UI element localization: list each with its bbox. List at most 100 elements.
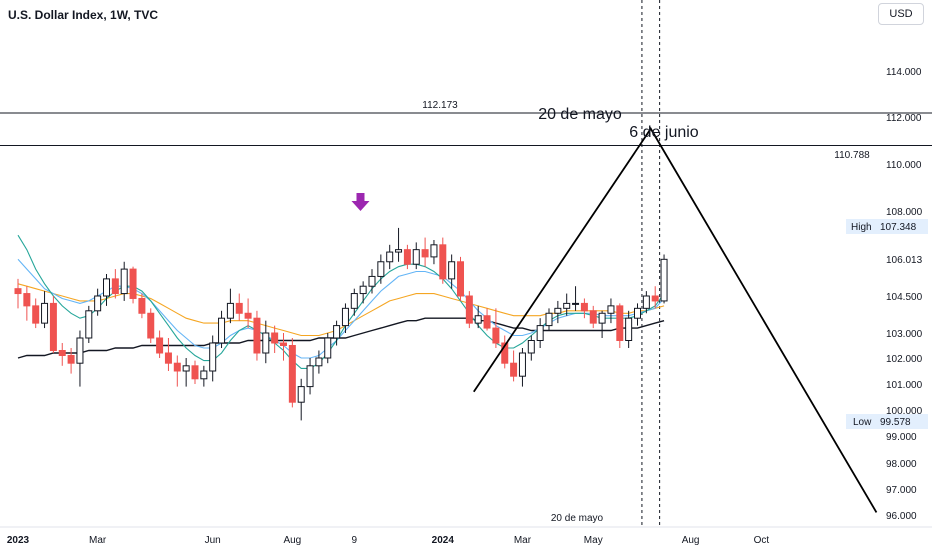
candle [271, 325, 279, 353]
time-axis[interactable]: 2023 Mar Jun Aug 9 2024 Mar May Aug Oct [7, 535, 770, 546]
time-tick-label: 9 [352, 535, 358, 546]
candle-body [297, 386, 305, 403]
candle [280, 333, 287, 361]
price-tick-label: 110.000 [886, 160, 922, 171]
candle [333, 320, 341, 346]
candle-body [386, 251, 394, 263]
candle [41, 291, 49, 329]
candle [244, 298, 252, 329]
candle [350, 288, 358, 316]
candle [518, 348, 526, 387]
candle [660, 254, 668, 304]
candle [235, 293, 243, 321]
candle-body [518, 352, 526, 377]
candle [368, 269, 376, 294]
level-bottom-label: 110.788 [834, 150, 870, 161]
high-value: 107.348 [880, 222, 917, 233]
candle [386, 244, 394, 270]
candle [156, 330, 164, 358]
time-tick-label: 2023 [7, 535, 30, 546]
low-price-tag: Low 99.578 [846, 414, 928, 429]
candle [483, 308, 491, 331]
price-tick-label: 114.000 [886, 67, 922, 78]
candle [642, 291, 650, 314]
candle-body [23, 293, 31, 307]
candle-body [580, 302, 588, 312]
candle [14, 278, 22, 309]
time-tick-label: 2024 [432, 535, 455, 546]
candle-body [200, 370, 208, 380]
candle-body [554, 307, 562, 314]
candle [200, 365, 208, 387]
price-tick-label: 98.000 [886, 459, 917, 470]
time-tick-label: Aug [283, 535, 301, 546]
arrow-shape [351, 192, 370, 211]
price-tick-label: 108.000 [886, 207, 923, 218]
candle-body [58, 350, 66, 356]
candlesticks [14, 227, 668, 421]
peak-label-1: 20 de mayo [538, 106, 622, 123]
vertical-date-markers [641, 0, 661, 527]
candle [545, 308, 553, 331]
candle-body [651, 295, 659, 302]
candle [359, 281, 367, 304]
candle-body [191, 365, 199, 380]
candle-body [563, 302, 571, 309]
candle-body [333, 325, 341, 339]
candle [306, 358, 314, 395]
currency-selector[interactable]: USD [878, 3, 924, 25]
time-tick-label: May [584, 535, 603, 546]
candle [412, 242, 420, 270]
candle [554, 300, 562, 324]
low-label: Low [853, 417, 872, 428]
down-arrow-icon [351, 192, 370, 211]
candle-body [395, 249, 403, 253]
time-tick-label: Mar [514, 535, 532, 546]
candle-body [182, 365, 190, 372]
bottom-date-label: 20 de mayo [551, 513, 604, 524]
candle [324, 333, 332, 364]
candle [32, 298, 40, 329]
candle-body [173, 362, 181, 372]
candle [138, 293, 146, 319]
horizontal-levels [0, 112, 932, 146]
candle [403, 244, 411, 270]
candle-body [421, 249, 429, 258]
candle-body [545, 312, 553, 327]
candle-body [262, 332, 270, 354]
candle [111, 269, 119, 299]
candle [297, 378, 305, 421]
price-tick-label: 99.000 [886, 432, 917, 443]
candle [209, 335, 217, 382]
candle-body [14, 288, 22, 295]
candle-body [607, 305, 615, 314]
candle-body [510, 362, 518, 377]
candle-body [85, 310, 93, 339]
candle [129, 266, 137, 304]
candle-body [341, 307, 349, 327]
moving-average-line-0 [17, 317, 665, 359]
candle-body [483, 315, 491, 329]
candle [76, 330, 84, 387]
candle [191, 360, 199, 384]
candle [120, 261, 128, 301]
candle-body [129, 268, 137, 299]
candle-body [377, 261, 385, 277]
candle [147, 308, 155, 343]
candle [173, 355, 181, 387]
price-axis[interactable]: 114.000 112.000 110.000 108.000 106.013 104.5… [886, 67, 923, 522]
projection-lines [473, 127, 878, 513]
candle-body [439, 244, 447, 280]
price-tick-label: 97.000 [886, 485, 917, 496]
candle-body [244, 312, 252, 319]
price-tick-label: 106.013 [886, 255, 923, 266]
candle-body [457, 261, 464, 297]
price-tick-label: 103.000 [886, 329, 923, 340]
candle [262, 320, 270, 364]
candle-body [111, 278, 119, 295]
candle-body [209, 342, 217, 372]
candle-body [103, 278, 110, 297]
candle-body [412, 249, 420, 265]
candle [616, 303, 624, 348]
